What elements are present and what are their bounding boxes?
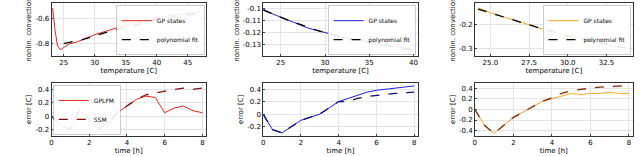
svg-text:0: 0 <box>261 139 265 147</box>
svg-text:0: 0 <box>49 139 53 147</box>
svg-text:polynomial fit: polynomial fit <box>583 36 625 44</box>
svg-text:30.0: 30.0 <box>560 59 576 67</box>
svg-text:error [C]: error [C] <box>449 94 457 124</box>
svg-text:polynomial fit: polynomial fit <box>157 36 199 44</box>
svg-text:-0.2: -0.2 <box>36 126 50 134</box>
svg-text:error [C]: error [C] <box>25 94 33 124</box>
svg-text:4: 4 <box>125 139 130 147</box>
svg-text:35: 35 <box>365 59 374 67</box>
svg-text:40: 40 <box>152 59 161 67</box>
svg-text:SSM: SSM <box>94 116 107 123</box>
svg-text:8: 8 <box>200 139 204 147</box>
svg-text:0.4: 0.4 <box>250 86 262 94</box>
svg-text:0.4: 0.4 <box>461 85 473 93</box>
svg-text:GPLFM: GPLFM <box>94 97 114 104</box>
svg-text:temperature [C]: temperature [C] <box>101 67 158 75</box>
svg-text:0.2: 0.2 <box>250 98 261 106</box>
svg-text:45: 45 <box>183 59 192 67</box>
svg-text:2: 2 <box>511 139 515 147</box>
svg-text:0: 0 <box>256 111 260 119</box>
svg-text:2: 2 <box>87 139 91 147</box>
svg-text:30: 30 <box>90 59 99 67</box>
svg-text:nonlin. convection: nonlin. convection <box>233 0 241 62</box>
svg-text:-0.8: -0.8 <box>36 40 50 48</box>
svg-text:27.5: 27.5 <box>521 59 537 67</box>
svg-text:time [h]: time [h] <box>540 147 568 155</box>
svg-text:35: 35 <box>121 59 130 67</box>
svg-text:4: 4 <box>336 139 341 147</box>
svg-text:nonlin. convection: nonlin. convection <box>449 0 457 62</box>
svg-text:8: 8 <box>412 139 416 147</box>
svg-text:-0.12: -0.12 <box>243 29 261 37</box>
svg-text:6: 6 <box>588 139 593 147</box>
svg-text:30: 30 <box>321 59 330 67</box>
svg-text:polynomial fit: polynomial fit <box>369 36 411 44</box>
svg-text:error [C]: error [C] <box>237 94 245 124</box>
svg-text:-0.6: -0.6 <box>36 15 50 23</box>
svg-text:0.2: 0.2 <box>38 99 49 107</box>
svg-text:-0.4: -0.4 <box>459 127 473 135</box>
svg-text:-0.3: -0.3 <box>459 45 473 53</box>
svg-text:-0.13: -0.13 <box>243 41 261 49</box>
svg-text:-0.2: -0.2 <box>247 123 261 131</box>
svg-text:-0.2: -0.2 <box>459 21 473 29</box>
svg-text:GP states: GP states <box>157 17 186 24</box>
svg-text:25.0: 25.0 <box>483 59 499 67</box>
svg-text:0: 0 <box>468 106 472 114</box>
svg-text:0.2: 0.2 <box>461 95 472 103</box>
svg-text:6: 6 <box>374 139 379 147</box>
svg-text:8: 8 <box>627 139 631 147</box>
svg-text:6: 6 <box>162 139 167 147</box>
svg-text:0.4: 0.4 <box>38 86 50 94</box>
svg-text:GP states: GP states <box>369 17 398 24</box>
svg-text:0: 0 <box>473 139 477 147</box>
svg-text:time [h]: time [h] <box>115 147 143 155</box>
svg-text:-0.2: -0.2 <box>459 116 473 124</box>
svg-text:25: 25 <box>276 59 285 67</box>
svg-text:0: 0 <box>45 113 49 121</box>
svg-text:GP states: GP states <box>583 17 612 24</box>
svg-text:temperature [C]: temperature [C] <box>526 67 583 75</box>
svg-text:40: 40 <box>409 59 418 67</box>
svg-text:2: 2 <box>299 139 303 147</box>
svg-text:-0.1: -0.1 <box>247 5 261 13</box>
svg-text:4: 4 <box>550 139 555 147</box>
svg-text:32.5: 32.5 <box>599 59 615 67</box>
svg-text:-0.11: -0.11 <box>243 17 261 25</box>
svg-text:time [h]: time [h] <box>327 147 355 155</box>
svg-text:temperature [C]: temperature [C] <box>312 67 369 75</box>
svg-text:nonlin. convection: nonlin. convection <box>25 0 33 62</box>
svg-text:25: 25 <box>59 59 68 67</box>
